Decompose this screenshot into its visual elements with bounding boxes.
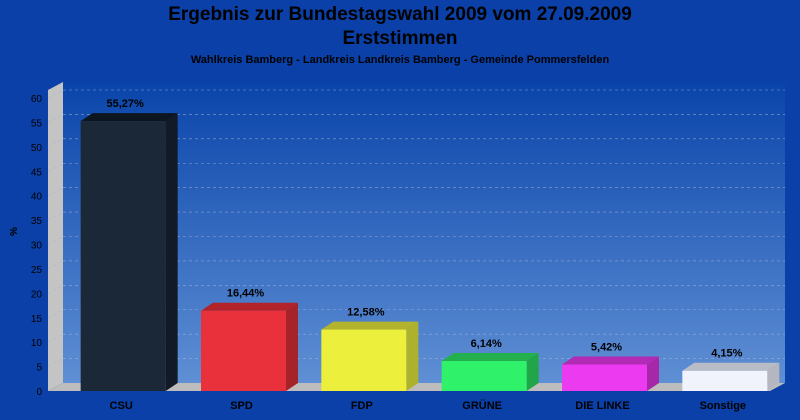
bar — [562, 364, 647, 391]
bar-top — [321, 321, 419, 330]
y-tick-label: 20 — [31, 289, 43, 300]
chart-subtitle: Wahlkreis Bamberg - Landkreis Landkreis … — [190, 54, 610, 66]
bars: 55,27% 16,44% 12,58% 6,14% 5,42% 4,15% — [80, 98, 780, 391]
data-label: 55,27% — [107, 98, 145, 110]
bar-side — [286, 302, 298, 391]
x-axis: CSU SPD FDP GRÜNE DIE LINKE Sonstige — [110, 399, 747, 412]
gridlines — [47, 89, 785, 367]
y-tick-label: 45 — [31, 167, 43, 178]
gridline-side — [47, 211, 64, 221]
bar-side — [647, 356, 659, 391]
y-tick-label: 5 — [36, 363, 42, 374]
bar-top — [562, 356, 659, 365]
bar-side — [165, 113, 178, 391]
data-label: 6,14% — [471, 338, 502, 350]
bar-group: 4,15% — [682, 348, 780, 391]
x-tick-label: Sonstige — [700, 400, 746, 412]
y-tick-label: 40 — [31, 192, 43, 203]
bar-side — [767, 362, 780, 391]
gridline-side — [47, 236, 64, 245]
y-tick-label: 15 — [31, 314, 43, 325]
gridline-side — [47, 89, 64, 99]
gridline-side — [47, 260, 64, 270]
bar-top — [201, 302, 298, 311]
chart-title: Ergebnis zur Bundestagswahl 2009 vom 27.… — [168, 4, 632, 25]
bar-group: 16,44% — [201, 288, 298, 391]
bar-group: 12,58% — [321, 307, 419, 391]
bar-side — [406, 321, 419, 391]
data-label: 4,15% — [711, 348, 742, 360]
x-tick-label: GRÜNE — [462, 399, 502, 412]
bar — [80, 121, 166, 391]
bar-group: 5,42% — [562, 342, 659, 391]
gridline-side — [47, 162, 64, 172]
gridline-side — [47, 285, 64, 294]
y-tick-label: 30 — [31, 241, 43, 252]
bar-group: 6,14% — [441, 338, 539, 391]
y-tick-label: 35 — [31, 216, 43, 227]
bar-group: 55,27% — [80, 98, 178, 391]
gridline-side — [47, 309, 64, 319]
bar-side — [526, 353, 539, 391]
data-label: 12,58% — [347, 307, 385, 319]
y-tick-label: 10 — [31, 338, 43, 349]
data-label: 16,44% — [227, 288, 265, 300]
gridline-side — [47, 333, 64, 343]
gridline-side — [47, 138, 64, 148]
y-tick-label: 55 — [31, 118, 43, 129]
x-tick-label: DIE LINKE — [575, 400, 629, 412]
bar — [201, 310, 286, 391]
y-tick-label: 25 — [31, 265, 43, 276]
bar-top — [441, 353, 539, 362]
x-tick-label: CSU — [110, 400, 133, 412]
gridline-side — [47, 358, 64, 367]
y-axis: 0 5 10 15 20 25 30 35 40 45 50 55 60 — [31, 94, 43, 398]
bar — [682, 370, 768, 391]
y-tick-label: 0 — [36, 387, 42, 398]
gridline-side — [47, 187, 64, 196]
bar — [441, 361, 527, 391]
gridline-side — [47, 114, 64, 123]
y-tick-label: 60 — [31, 94, 43, 105]
y-tick-label: 50 — [31, 143, 43, 154]
bar-top — [80, 113, 178, 122]
bar-top — [682, 362, 780, 371]
data-label: 5,42% — [591, 342, 622, 354]
x-tick-label: FDP — [351, 400, 373, 412]
plot-background — [63, 84, 785, 383]
bar — [321, 329, 407, 391]
chart-title-secondary: Erststimmen — [342, 28, 458, 49]
plot-side-wall — [48, 82, 63, 391]
x-tick-label: SPD — [230, 400, 253, 412]
